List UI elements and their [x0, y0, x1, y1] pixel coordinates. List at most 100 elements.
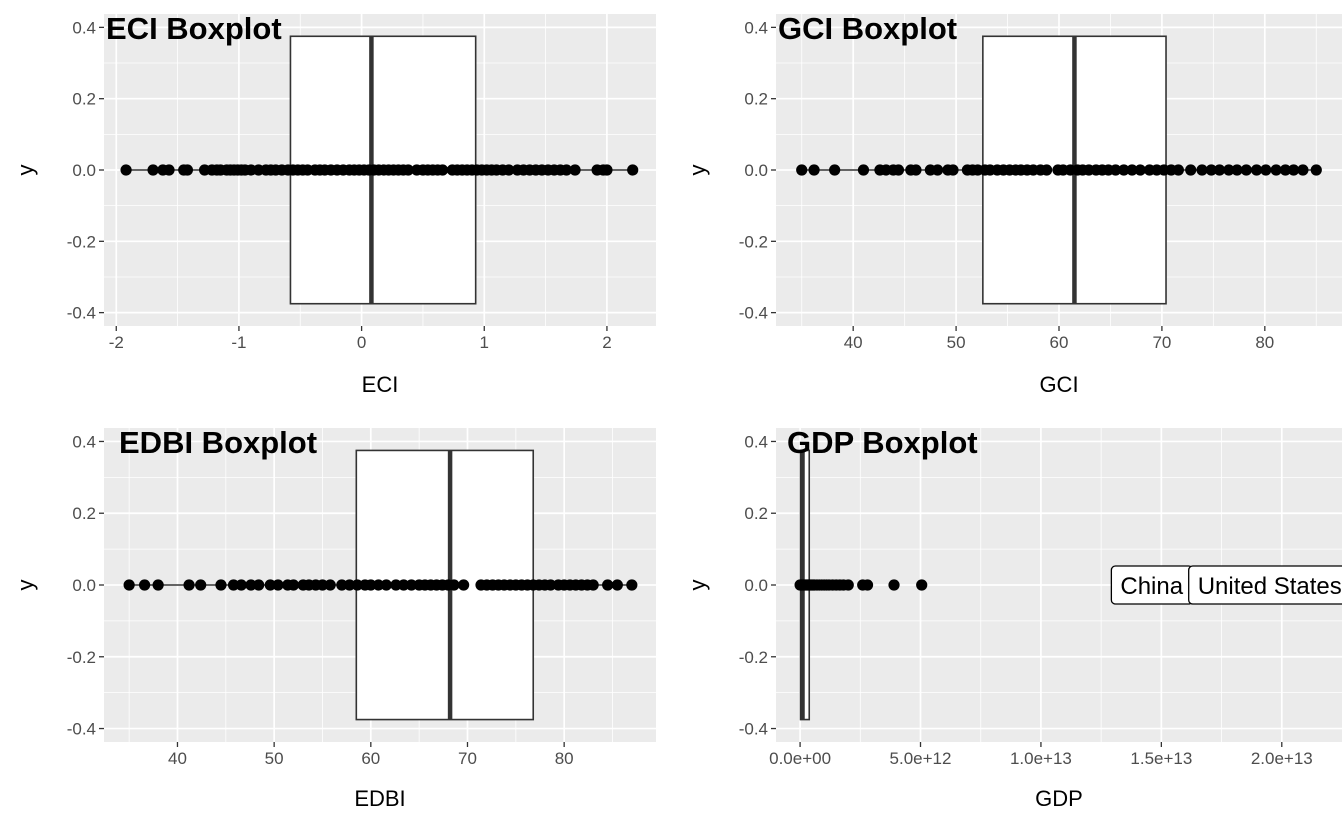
- data-point: [245, 579, 257, 591]
- data-point: [181, 164, 194, 176]
- data-point: [139, 579, 151, 591]
- x-tick-label: 2: [602, 333, 611, 352]
- data-point: [560, 164, 573, 176]
- data-point: [1288, 164, 1300, 176]
- y-axis-title: y: [13, 580, 38, 591]
- data-point: [503, 164, 515, 176]
- y-tick-label: 0.2: [744, 504, 768, 523]
- y-tick-label: -0.4: [67, 304, 96, 323]
- y-tick-label: 0.4: [72, 18, 96, 37]
- data-point: [380, 579, 392, 591]
- y-tick-label: -0.2: [739, 232, 768, 251]
- data-point: [183, 579, 195, 591]
- data-point: [1041, 164, 1053, 176]
- x-tick-label: 80: [555, 749, 574, 768]
- data-point: [1297, 164, 1309, 176]
- data-point: [123, 579, 135, 591]
- data-point: [235, 579, 247, 591]
- data-point: [324, 579, 336, 591]
- gdp-boxplot-panel: 0.0e+00 5.0e+12 1.0e+13 1.5e+13 2.0e+13 -0.4 -…: [685, 425, 1342, 811]
- data-point: [1196, 164, 1208, 176]
- data-point: [1240, 164, 1252, 176]
- data-point: [365, 579, 377, 591]
- data-point: [1223, 164, 1235, 176]
- x-tick-label: 1.0e+13: [1010, 749, 1072, 768]
- x-tick-label: 1: [480, 333, 489, 352]
- eci-boxplot-panel: -2 -1 0 1 2 -0.4 -0.2 0.0 0.2 0.4 ECI y ECI Boxplot: [13, 11, 656, 397]
- annotation-label: China: [1120, 573, 1183, 600]
- data-point: [931, 164, 944, 176]
- x-tick-label: 60: [1050, 333, 1069, 352]
- x-tick-label: 0: [357, 333, 366, 352]
- y-axis-title: y: [685, 580, 710, 591]
- y-tick-label: -0.2: [67, 648, 96, 667]
- data-point: [626, 579, 638, 591]
- data-point: [1279, 164, 1291, 176]
- x-tick-label: 70: [1152, 333, 1171, 352]
- data-point: [569, 164, 581, 176]
- data-point: [947, 164, 959, 176]
- x-tick-label: 40: [844, 333, 863, 352]
- panel-title: GDP Boxplot: [787, 425, 978, 460]
- x-tick-label: 60: [361, 749, 380, 768]
- y-axis-title: y: [685, 165, 710, 176]
- data-point: [351, 579, 363, 591]
- data-point: [892, 164, 905, 176]
- data-point: [1270, 164, 1282, 176]
- plot-area: [123, 449, 638, 721]
- data-point: [1134, 164, 1146, 176]
- gci-boxplot-panel: 40 50 60 70 80 -0.4 -0.2 0.0 0.2 0.4 GCI y GCI Boxpl…: [685, 11, 1342, 397]
- y-tick-label: 0.4: [72, 432, 96, 451]
- data-point: [227, 579, 240, 591]
- data-point: [829, 164, 841, 176]
- data-point: [390, 579, 402, 591]
- data-point: [147, 164, 159, 176]
- x-axis-title: GCI: [1039, 372, 1078, 397]
- y-tick-label: 0.0: [72, 161, 96, 180]
- data-point: [287, 579, 300, 591]
- data-point: [587, 579, 599, 591]
- data-point: [1250, 164, 1263, 176]
- annotation-box: [1188, 565, 1342, 605]
- data-point: [402, 164, 414, 176]
- data-point: [545, 579, 557, 591]
- y-axis-title: y: [13, 165, 38, 176]
- data-point: [316, 579, 329, 591]
- data-point: [195, 579, 207, 591]
- panel-title: GCI Boxplot: [778, 11, 957, 46]
- plot-area: [120, 35, 639, 305]
- data-point: [343, 579, 356, 591]
- data-point: [253, 579, 265, 591]
- data-point: [398, 579, 410, 591]
- data-point: [888, 579, 900, 591]
- data-point: [916, 579, 928, 591]
- data-point: [215, 579, 227, 591]
- data-point: [336, 579, 348, 591]
- data-point: [842, 579, 854, 591]
- data-point: [372, 579, 385, 591]
- data-point: [601, 164, 613, 176]
- x-tick-label: 50: [265, 749, 284, 768]
- x-axis-title: ECI: [362, 372, 399, 397]
- x-tick-label: 2.0e+13: [1251, 749, 1313, 768]
- data-point: [405, 579, 418, 591]
- data-point: [1172, 164, 1184, 176]
- data-point: [1260, 164, 1272, 176]
- panel-title: EDBI Boxplot: [119, 425, 317, 460]
- data-point: [1231, 164, 1243, 176]
- y-tick-label: -0.2: [739, 648, 768, 667]
- data-point: [861, 579, 874, 591]
- x-axis-title: GDP: [1035, 786, 1083, 811]
- data-point: [1310, 164, 1322, 176]
- x-tick-label: 5.0e+12: [890, 749, 952, 768]
- panel-title: ECI Boxplot: [106, 11, 282, 46]
- data-point: [1110, 164, 1122, 176]
- x-tick-label: 80: [1255, 333, 1274, 352]
- data-point: [796, 164, 808, 176]
- y-tick-label: -0.2: [67, 232, 96, 251]
- data-point: [152, 579, 164, 591]
- x-tick-label: -1: [231, 333, 246, 352]
- y-tick-label: 0.4: [744, 18, 768, 37]
- y-tick-label: -0.4: [739, 720, 768, 739]
